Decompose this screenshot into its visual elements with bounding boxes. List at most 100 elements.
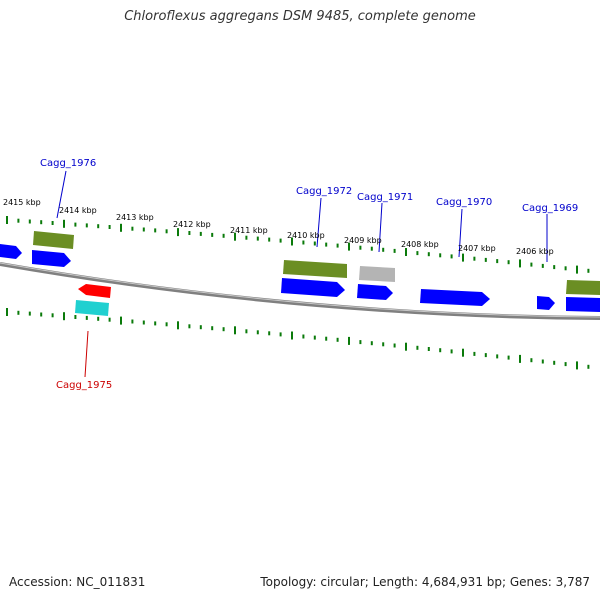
minor-tick <box>268 331 271 336</box>
minor-tick <box>97 316 100 321</box>
minor-tick <box>325 336 328 341</box>
gene-cagg1972[interactable] <box>283 260 347 278</box>
minor-tick <box>541 263 544 268</box>
major-tick <box>177 321 179 330</box>
minor-tick <box>188 324 191 329</box>
major-tick <box>6 216 8 224</box>
minor-tick <box>564 266 567 271</box>
minor-tick <box>188 231 191 235</box>
major-tick <box>6 308 8 316</box>
minor-tick <box>97 224 100 229</box>
minor-tick <box>336 243 339 248</box>
major-tick <box>291 237 293 246</box>
cds-arrow[interactable] <box>566 297 600 312</box>
major-tick <box>120 223 122 232</box>
cds-arrow[interactable] <box>357 284 393 300</box>
minor-tick <box>245 329 248 334</box>
leader-cagg1970 <box>458 208 463 258</box>
map-title: Chloroflexus aggregans DSM 9485, complet… <box>124 9 476 24</box>
minor-tick <box>279 238 282 243</box>
scale-label: 2412 kbp <box>173 220 211 229</box>
gene-label-cagg1972[interactable]: Cagg_1972 <box>296 186 352 197</box>
cds-arrow[interactable] <box>537 296 555 310</box>
gene-olive[interactable] <box>566 280 600 295</box>
major-tick <box>519 354 521 363</box>
minor-tick <box>484 353 487 358</box>
minor-tick <box>587 268 590 273</box>
major-tick <box>405 342 407 351</box>
scale-label: 2410 kbp <box>287 231 325 240</box>
minor-tick <box>268 237 271 242</box>
gene-label-cagg1975[interactable]: Cagg_1975 <box>56 380 112 391</box>
minor-tick <box>211 326 214 331</box>
minor-tick <box>279 332 282 337</box>
rna-cagg1975[interactable] <box>78 284 111 298</box>
minor-tick <box>359 245 362 250</box>
cds-arrow[interactable] <box>32 250 71 267</box>
minor-tick <box>484 257 487 262</box>
major-tick <box>177 228 179 237</box>
genome-backbone-highlight <box>0 262 600 318</box>
minor-tick <box>507 355 510 360</box>
minor-tick <box>28 219 31 224</box>
minor-tick <box>165 229 168 234</box>
minor-tick <box>17 218 20 223</box>
leader-cagg1976 <box>56 170 67 219</box>
minor-tick <box>473 351 476 356</box>
minor-tick <box>199 325 202 330</box>
leader-cagg1975 <box>84 330 89 378</box>
minor-tick <box>108 225 111 229</box>
minor-tick <box>382 342 385 347</box>
gene-label-cagg1976[interactable]: Cagg_1976 <box>40 158 96 169</box>
minor-tick <box>17 310 20 315</box>
minor-tick <box>199 231 202 236</box>
gene-label-cagg1969[interactable]: Cagg_1969 <box>522 203 578 214</box>
gene-cagg1976[interactable] <box>33 231 74 249</box>
major-tick <box>234 232 236 241</box>
cds-arrow[interactable] <box>420 289 490 306</box>
gene-cagg1971[interactable] <box>359 266 395 282</box>
minor-tick <box>131 319 134 324</box>
cds-arrow[interactable] <box>281 278 345 297</box>
label-leaders <box>56 170 548 378</box>
scale-ticks-outer <box>6 216 590 274</box>
minor-tick <box>473 256 476 261</box>
genome-backbone <box>0 262 600 320</box>
scale-label: 2414 kbp <box>59 206 97 215</box>
major-tick <box>462 253 464 262</box>
minor-tick <box>302 240 305 245</box>
accession-text: Accession: NC_011831 <box>9 575 146 589</box>
minor-tick <box>553 360 556 365</box>
minor-tick <box>416 251 419 256</box>
minor-tick <box>142 320 145 325</box>
gene-label-cagg1971[interactable]: Cagg_1971 <box>357 192 413 203</box>
scale-label: 2411 kbp <box>230 226 268 235</box>
minor-tick <box>154 228 157 233</box>
rna-cyan[interactable] <box>75 300 109 316</box>
major-tick <box>63 312 65 321</box>
scale-label: 2409 kbp <box>344 236 382 245</box>
minor-tick <box>302 334 305 339</box>
minor-tick <box>450 254 453 259</box>
minor-tick <box>142 227 145 232</box>
minor-tick <box>51 313 54 318</box>
forward-strand-features <box>0 231 600 312</box>
scale-ticks-inner <box>6 308 590 370</box>
major-tick <box>348 242 350 251</box>
minor-tick <box>336 337 339 342</box>
major-tick <box>405 248 407 256</box>
minor-tick <box>553 265 556 270</box>
minor-tick <box>439 253 442 258</box>
major-tick <box>519 259 521 268</box>
gene-label-cagg1970[interactable]: Cagg_1970 <box>436 197 492 208</box>
scale-label: 2413 kbp <box>116 213 154 222</box>
scale-label: 2408 kbp <box>401 240 439 249</box>
minor-tick <box>256 330 259 335</box>
cds-arrow[interactable] <box>0 244 22 259</box>
scale-label: 2415 kbp <box>3 198 41 207</box>
minor-tick <box>530 358 533 363</box>
scale-label: 2407 kbp <box>458 244 496 253</box>
minor-tick <box>74 315 77 319</box>
minor-tick <box>108 317 111 322</box>
major-tick <box>234 326 236 335</box>
